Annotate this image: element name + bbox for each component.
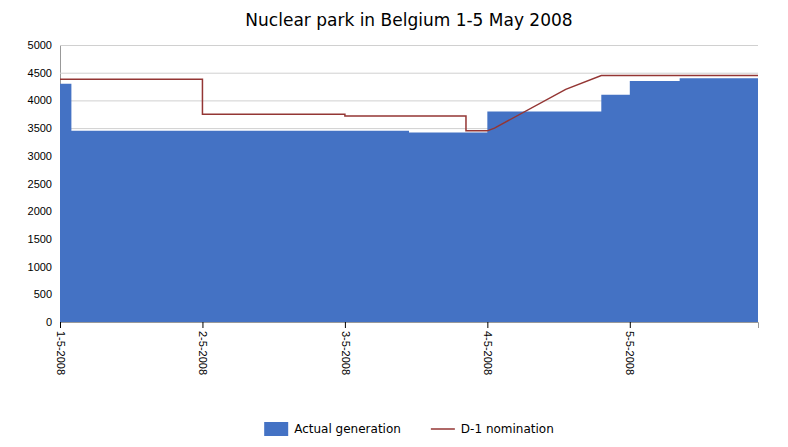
y-tick-label: 4500 xyxy=(28,67,52,79)
y-tick-label: 3500 xyxy=(28,122,52,134)
x-tick: 3-5-2008 xyxy=(340,322,352,375)
x-tick-mark xyxy=(345,322,346,328)
marks xyxy=(60,75,758,322)
y-tick: 5000 xyxy=(28,39,758,51)
legend-item: D-1 nomination xyxy=(431,422,554,436)
x-tick: 4-5-2008 xyxy=(482,322,494,375)
x-tick-label: 2-5-2008 xyxy=(197,331,209,375)
legend-label: D-1 nomination xyxy=(461,422,554,436)
x-tick: 1-5-2008 xyxy=(55,322,67,375)
y-axis: 0 500 1000 1500 2000 2500 3000 3500 4000 4500 5000 xyxy=(28,39,758,328)
title: Nuclear park in Belgium 1-5 May 2008 xyxy=(245,10,572,30)
y-axis-line xyxy=(61,46,759,323)
legend-swatch xyxy=(431,428,455,430)
x-tick: 2-5-2008 xyxy=(197,322,209,375)
x-tick: 5-5-2008 xyxy=(624,322,636,375)
y-tick-label: 1000 xyxy=(28,261,52,273)
legend-swatch xyxy=(264,422,288,436)
y-tick-label: 0 xyxy=(46,316,52,328)
y-tick-label: 4000 xyxy=(28,94,52,106)
y-tick-label: 3000 xyxy=(28,150,52,162)
x-tick-mark xyxy=(202,322,203,328)
legend: Actual generation D-1 nomination xyxy=(264,422,554,436)
line xyxy=(60,75,758,130)
grid-line xyxy=(60,73,758,74)
y-tick-label: 2500 xyxy=(28,178,52,190)
y-tick-label: 500 xyxy=(34,288,52,300)
y-tick-label: 1500 xyxy=(28,233,52,245)
x-tick-label: 1-5-2008 xyxy=(55,331,67,375)
x-tick-mark xyxy=(630,322,631,328)
x-tick-mark xyxy=(487,322,488,328)
y-tick: 4500 xyxy=(28,67,758,79)
plot: 0 500 1000 1500 2000 2500 3000 3500 4000 4500 5000… xyxy=(28,39,759,375)
y-tick-label: 5000 xyxy=(28,39,52,51)
grid-line xyxy=(60,45,758,46)
x-tick-label: 4-5-2008 xyxy=(482,331,494,375)
x-tick-label: 5-5-2008 xyxy=(624,331,636,375)
x-axis-line xyxy=(61,323,759,329)
legend-label: Actual generation xyxy=(294,422,401,436)
legend-item: Actual generation xyxy=(264,422,401,436)
chart: 0 500 1000 1500 2000 2500 3000 3500 4000 4500 5000… xyxy=(0,0,788,447)
area xyxy=(60,78,758,322)
x-tick-label: 3-5-2008 xyxy=(340,331,352,375)
x-tick-mark xyxy=(60,322,61,328)
x-axis: 1-5-2008 2-5-2008 3-5-2008 4-5-2008 5-5-2008 xyxy=(55,322,759,375)
y-tick-label: 2000 xyxy=(28,205,52,217)
